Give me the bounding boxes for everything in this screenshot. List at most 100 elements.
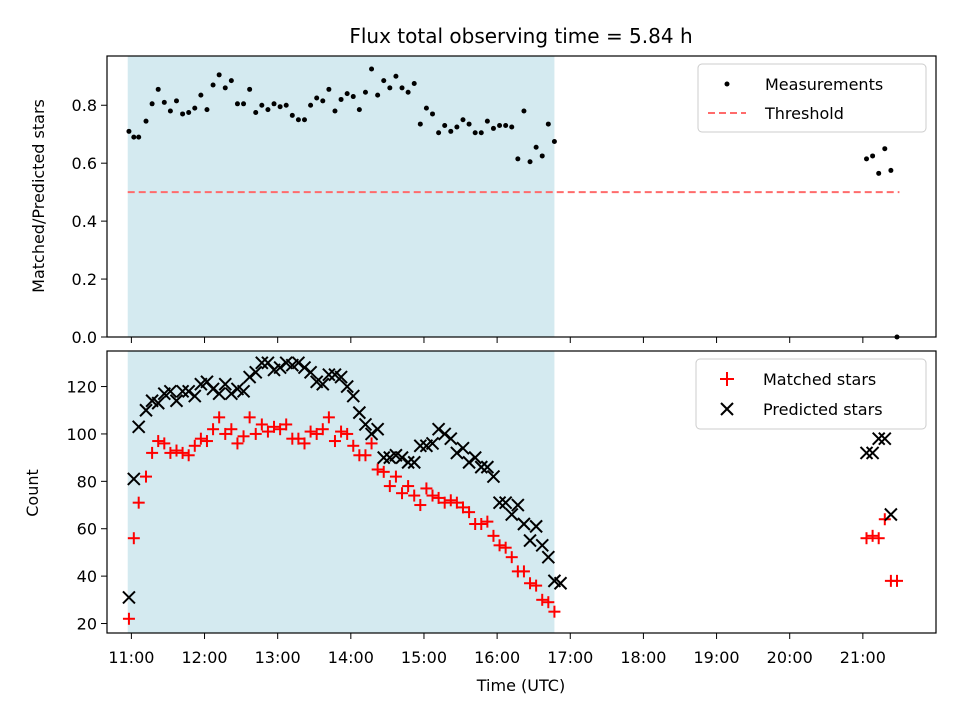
measurement-point <box>393 73 399 79</box>
predicted-star-point <box>236 384 251 398</box>
matched-star-point <box>438 496 451 509</box>
measurement-point <box>271 101 277 107</box>
predicted-star-point <box>131 420 146 434</box>
legend-label-measurements: Measurements <box>765 75 883 94</box>
measurement-point <box>210 82 216 88</box>
legend-label-threshold: Threshold <box>764 104 844 123</box>
predicted-star-point <box>535 538 549 553</box>
measurement-point <box>283 102 289 108</box>
matched-star-point <box>231 437 244 450</box>
measurement-point <box>192 105 198 111</box>
matched-star-point <box>194 432 207 445</box>
measurement-point <box>442 123 448 129</box>
predicted-star-point <box>474 460 488 474</box>
measurement-point <box>344 91 350 97</box>
x-tick-label: 11:00 <box>108 648 154 667</box>
predicted-star-point <box>218 377 232 391</box>
top-x-ticks <box>130 337 864 343</box>
top-axes-frame <box>106 55 937 338</box>
measurement-point <box>247 86 253 92</box>
measurement-point <box>551 138 557 144</box>
matched-star-point <box>304 425 317 438</box>
matched-star-point <box>383 480 396 493</box>
matched-star-point <box>182 449 195 462</box>
measurement-point <box>423 105 429 111</box>
matched-star-point <box>475 517 488 530</box>
legend-marker-measurements <box>724 81 730 87</box>
predicted-star-point <box>859 446 874 460</box>
matched-star-point <box>487 529 500 542</box>
matched-star-point <box>505 551 518 564</box>
predicted-star-point <box>255 356 269 370</box>
x-tick-label: 20:00 <box>767 648 813 667</box>
matched-star-point <box>536 593 549 606</box>
measurement-point <box>356 107 362 113</box>
measurement-point <box>265 107 271 113</box>
top-legend-box <box>697 63 927 133</box>
matched-star-point <box>347 439 360 452</box>
matched-star-point <box>188 439 201 452</box>
matched-star-point <box>371 463 384 476</box>
matched-star-point <box>890 574 903 587</box>
matched-star-point <box>481 515 494 528</box>
measurement-point <box>411 81 417 87</box>
top-legend: Measurements Threshold <box>697 63 927 133</box>
measurement-point <box>143 118 149 124</box>
predicted-star-point <box>456 441 470 455</box>
measurement-point <box>533 144 539 150</box>
matched-star-point <box>860 532 873 545</box>
matched-star-point <box>280 418 293 431</box>
x-tick-label: 19:00 <box>694 648 740 667</box>
predicted-star-point <box>169 394 184 408</box>
predicted-star-point <box>377 450 391 465</box>
matched-star-point <box>408 489 421 502</box>
bottom-y-tick-label: 120 <box>66 378 97 397</box>
predicted-star-point <box>480 460 495 474</box>
measurement-point <box>375 92 381 98</box>
predicted-star-point <box>163 384 178 398</box>
measurement-point <box>460 117 466 123</box>
matched-star-point <box>322 411 335 424</box>
matched-star-point <box>298 437 311 450</box>
measurement-point <box>204 107 210 113</box>
matched-star-point <box>524 577 537 590</box>
bottom-marks <box>122 356 903 625</box>
bottom-legend: Matched stars Predicted stars <box>695 358 927 430</box>
matched-star-point <box>389 470 402 483</box>
bottom-y-tick-label: 20 <box>77 615 97 634</box>
predicted-star-point <box>151 396 165 410</box>
predicted-star-point <box>517 517 531 531</box>
measurement-point <box>509 124 515 130</box>
top-marks <box>126 66 900 340</box>
top-y-tick-label: 0.6 <box>72 154 97 173</box>
top-y-ticks: 0.0 0.2 0.4 0.6 0.8 <box>72 96 107 347</box>
measurement-point <box>864 156 870 162</box>
measurement-point <box>503 123 509 129</box>
measurement-point <box>399 85 405 91</box>
chart-title: Flux total observing time = 5.84 h <box>349 24 692 48</box>
predicted-star-point <box>553 576 568 590</box>
matched-star-point <box>268 420 281 433</box>
matched-star-point <box>414 499 427 512</box>
measurement-point <box>515 156 521 162</box>
predicted-star-point <box>486 469 501 484</box>
matched-star-point <box>335 425 348 438</box>
measurement-point <box>186 109 192 115</box>
matched-star-point <box>499 541 512 554</box>
matched-star-point <box>146 446 159 459</box>
predicted-star-point <box>303 365 318 380</box>
measurement-point <box>259 102 265 108</box>
matched-star-point <box>517 565 530 578</box>
x-tick-label: 21:00 <box>840 648 886 667</box>
measurement-point <box>222 85 228 91</box>
measurement-point <box>484 118 490 124</box>
matched-star-point <box>866 529 879 542</box>
measurement-point <box>277 104 283 110</box>
bottom-y-ticks: 20 40 60 80 100 120 <box>66 378 107 634</box>
measurement-point <box>314 95 320 101</box>
top-panel: 0.00.20.40.60.8 Matched/Predicted stars … <box>29 55 937 347</box>
matched-star-point <box>359 449 372 462</box>
predicted-star-point <box>865 446 880 460</box>
predicted-star-point <box>444 431 458 446</box>
matched-star-point <box>207 423 220 436</box>
